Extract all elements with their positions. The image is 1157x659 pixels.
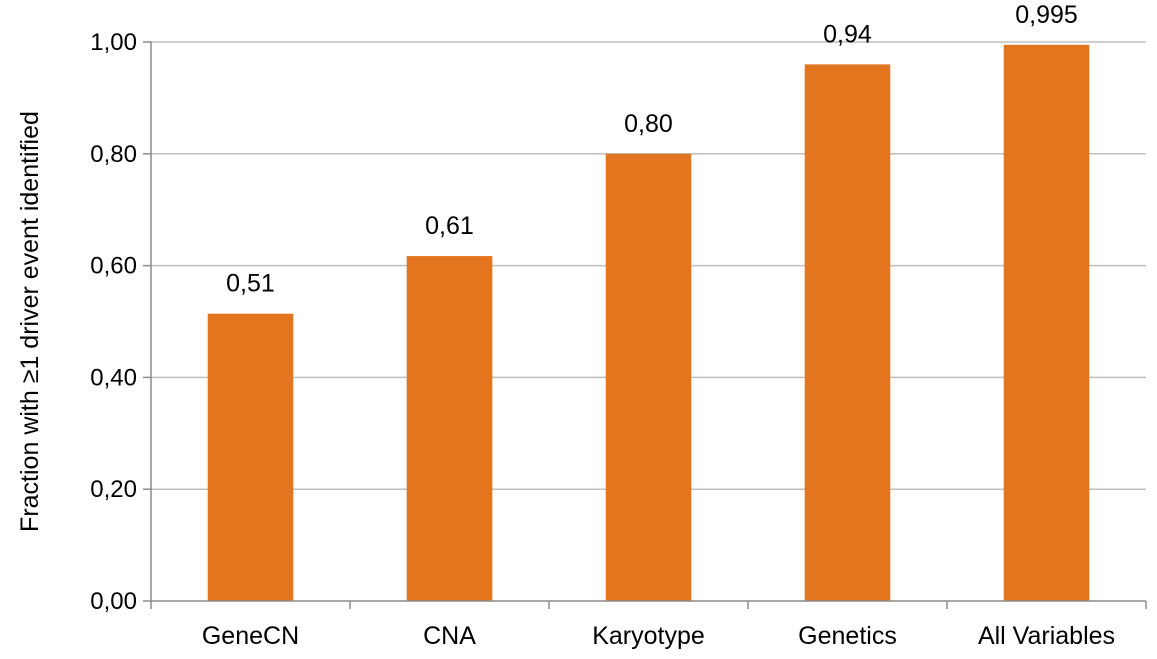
data-label: 0,51: [226, 270, 275, 298]
bars: [207, 44, 1090, 602]
x-category-label: Karyotype: [592, 622, 705, 650]
y-ticks: 0,00 0,20 0,40 0,60 0,80 1,00: [90, 29, 1147, 615]
bar: [804, 64, 891, 602]
data-label: 0,94: [823, 20, 872, 48]
bar: [605, 153, 692, 602]
bar: [1003, 44, 1090, 602]
y-tick-label: 1,00: [90, 29, 137, 56]
bar: [406, 256, 493, 601]
data-label: 0,61: [425, 212, 474, 240]
y-tick-label: 0,80: [90, 141, 137, 168]
bar: [207, 313, 294, 601]
x-category-label: All Variables: [978, 622, 1115, 650]
axes: [150, 42, 1146, 602]
y-tick-label: 0,20: [90, 476, 137, 503]
x-category-label: CNA: [423, 622, 476, 650]
x-category-label: Genetics: [798, 622, 897, 650]
x-category-labels: GeneCN CNA Karyotype Genetics All Variables: [202, 622, 1115, 650]
y-tick-label: 0,00: [90, 588, 137, 615]
y-axis-label: Fraction with ≥1 driver event identified: [16, 111, 44, 532]
x-category-label: GeneCN: [202, 622, 299, 650]
data-label: 0,80: [624, 110, 673, 138]
data-labels: 0,51 0,61 0,80 0,94 0,995: [226, 1, 1078, 298]
y-tick-label: 0,40: [90, 364, 137, 391]
data-label: 0,995: [1015, 1, 1078, 29]
y-tick-label: 0,60: [90, 253, 137, 280]
